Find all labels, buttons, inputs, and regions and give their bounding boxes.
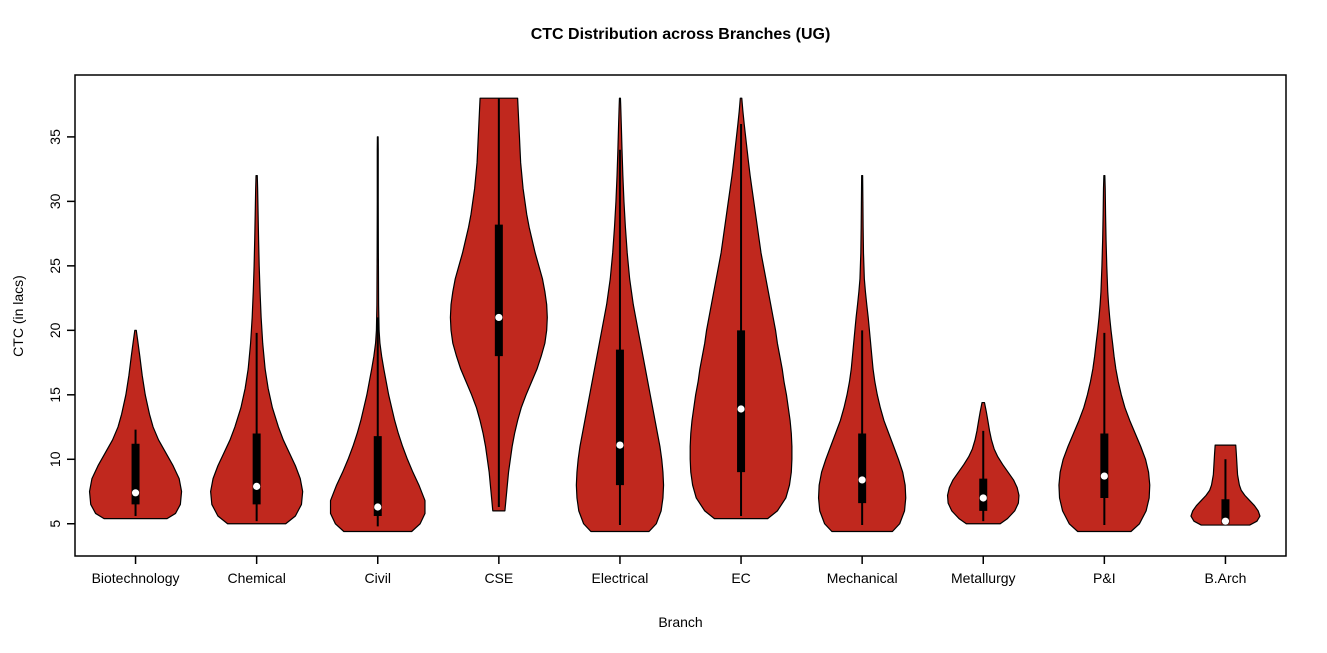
median-dot-P&I	[1100, 472, 1108, 480]
x-tick-label-P&I: P&I	[1093, 570, 1116, 586]
median-dot-Mechanical	[858, 476, 866, 484]
x-tick-label-Mechanical: Mechanical	[827, 570, 898, 586]
y-tick-label: 30	[47, 193, 63, 209]
x-tick-label-Biotechnology: Biotechnology	[92, 570, 180, 586]
median-dot-EC	[737, 405, 745, 413]
median-dot-CSE	[495, 313, 503, 322]
median-dot-Chemical	[253, 482, 261, 490]
x-tick-label-B.Arch: B.Arch	[1204, 570, 1246, 586]
x-tick-label-Metallurgy: Metallurgy	[951, 570, 1016, 586]
y-tick-label: 35	[47, 129, 63, 145]
plot-border	[74, 74, 1287, 557]
x-axis-label: Branch	[658, 614, 703, 630]
median-dot-Biotechnology	[131, 489, 140, 497]
y-tick-label: 20	[47, 322, 63, 338]
x-tick-label-Chemical: Chemical	[227, 570, 285, 586]
y-tick-label: 5	[47, 520, 63, 528]
x-tick-label-Civil: Civil	[365, 570, 391, 586]
y-tick-label: 25	[47, 258, 63, 274]
median-dot-Civil	[374, 503, 382, 511]
median-dot-Metallurgy	[979, 494, 987, 502]
median-dot-B.Arch	[1221, 517, 1230, 525]
y-tick-label: 15	[47, 387, 63, 403]
x-tick-label-CSE: CSE	[484, 570, 513, 586]
chart-title: CTC Distribution across Branches (UG)	[530, 26, 831, 43]
violin-Biotechnology	[88, 329, 183, 520]
y-tick-label: 10	[47, 451, 63, 467]
median-dot-Electrical	[616, 441, 624, 449]
x-tick-label-Electrical: Electrical	[592, 570, 649, 586]
x-tick-label-EC: EC	[731, 570, 750, 586]
y-axis-label: CTC (in lacs)	[10, 275, 26, 357]
